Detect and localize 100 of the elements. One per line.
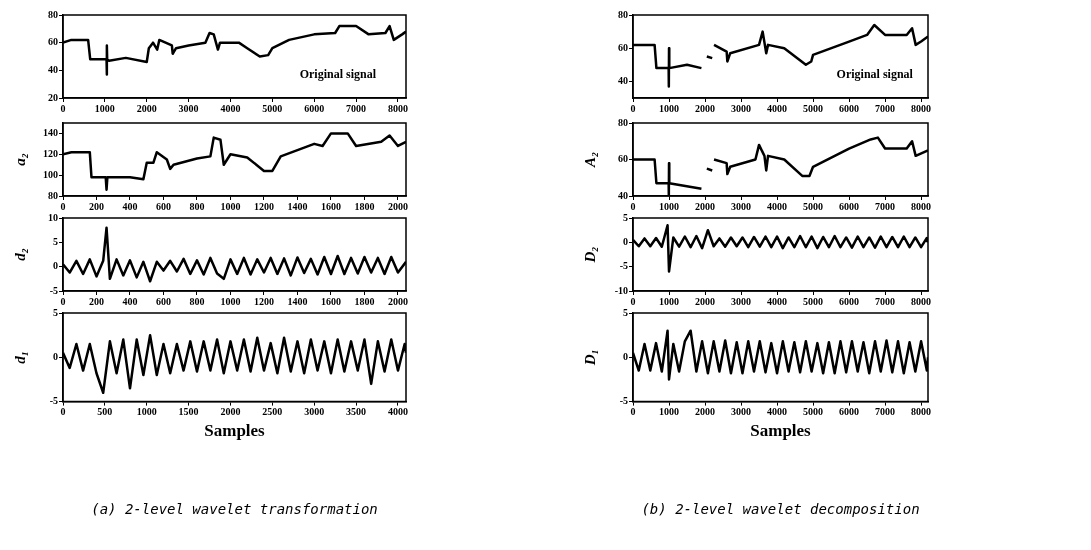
x-tick-label: 1500 xyxy=(178,406,199,418)
x-tick-label: 1000 xyxy=(659,406,680,418)
x-tick-label: 1000 xyxy=(136,406,157,418)
x-tick-label: 1000 xyxy=(659,102,680,114)
text: (a) 2-level wavelet transformation xyxy=(90,501,379,517)
x-tick-label: 4000 xyxy=(767,200,788,212)
x-tick-label: 8000 xyxy=(911,200,932,212)
x-tick-label: 7000 xyxy=(875,295,896,307)
x-axis-title: Samples xyxy=(750,421,812,441)
y-tick-label: 40 xyxy=(618,74,628,86)
y-tick-label: 20 xyxy=(48,91,58,103)
y-tick-label: 80 xyxy=(618,8,628,20)
x-tick-label: 8000 xyxy=(911,102,932,114)
x-tick-label: 1200 xyxy=(253,200,274,212)
x-tick-label: 6000 xyxy=(304,102,325,114)
x-axis-title: Samples xyxy=(204,421,266,441)
y-tick-label: 100 xyxy=(43,168,58,180)
x-tick-label: 3000 xyxy=(731,406,752,418)
y-axis-title: d₂ xyxy=(11,248,28,261)
x-tick-label: 2000 xyxy=(695,406,716,418)
x-tick-label: 1000 xyxy=(220,200,241,212)
x-tick-label: 400 xyxy=(122,200,138,212)
y-tick-label: -5 xyxy=(49,284,58,296)
y-tick-label: 40 xyxy=(618,189,628,201)
y-axis-title: D₂ xyxy=(581,246,598,264)
x-tick-label: 2000 xyxy=(136,102,157,114)
annotation: Original signal xyxy=(836,66,914,81)
x-tick-label: 8000 xyxy=(911,406,932,418)
x-tick-label: 8000 xyxy=(911,295,932,307)
y-tick-label: -5 xyxy=(49,395,58,407)
y-tick-label: 5 xyxy=(53,306,58,318)
y-tick-label: 40 xyxy=(48,63,58,75)
x-tick-label: 1800 xyxy=(354,295,375,307)
x-tick-label: 200 xyxy=(89,200,104,212)
x-tick-label: 8000 xyxy=(387,102,408,114)
x-tick-label: 3000 xyxy=(731,295,752,307)
x-tick-label: 6000 xyxy=(839,406,860,418)
y-tick-label: 5 xyxy=(53,235,58,247)
x-tick-label: 3000 xyxy=(731,200,752,212)
x-tick-label: 5000 xyxy=(262,102,283,114)
x-tick-label: 5000 xyxy=(803,102,824,114)
y-tick-label: 5 xyxy=(623,306,628,318)
x-tick-label: 2000 xyxy=(387,200,408,212)
x-tick-label: 1600 xyxy=(320,295,341,307)
x-tick-label: 800 xyxy=(189,200,205,212)
x-tick-label: 4000 xyxy=(387,406,408,418)
y-tick-label: 80 xyxy=(618,116,628,128)
y-tick-label: 80 xyxy=(48,189,58,201)
x-tick-label: 6000 xyxy=(839,102,860,114)
x-tick-label: 1000 xyxy=(659,295,680,307)
x-tick-label: 4000 xyxy=(220,102,241,114)
x-tick-label: 1800 xyxy=(354,200,375,212)
y-tick-label: 0 xyxy=(53,350,58,362)
x-tick-label: 600 xyxy=(155,200,171,212)
x-tick-label: 3000 xyxy=(178,102,199,114)
y-tick-label: -5 xyxy=(619,260,628,272)
y-tick-label: 60 xyxy=(618,41,628,53)
x-tick-label: 4000 xyxy=(767,406,788,418)
x-tick-label: 3000 xyxy=(731,102,752,114)
y-axis-title: a₂ xyxy=(11,153,28,166)
x-tick-label: 5000 xyxy=(803,406,824,418)
x-tick-label: 4000 xyxy=(767,295,788,307)
x-tick-label: 2000 xyxy=(387,295,408,307)
text: (b) 2-level wavelet decomposition xyxy=(640,501,921,517)
x-tick-label: 6000 xyxy=(839,200,860,212)
x-tick-label: 2500 xyxy=(262,406,283,418)
x-tick-label: 7000 xyxy=(875,200,896,212)
x-tick-label: 400 xyxy=(122,295,138,307)
x-tick-label: 800 xyxy=(189,295,205,307)
x-tick-label: 600 xyxy=(155,295,171,307)
x-tick-label: 3000 xyxy=(304,406,325,418)
y-tick-label: 10 xyxy=(48,211,58,223)
y-tick-label: -5 xyxy=(619,395,628,407)
x-tick-label: 1400 xyxy=(287,200,308,212)
x-tick-label: 2000 xyxy=(695,200,716,212)
y-axis-title: D₁ xyxy=(581,349,598,367)
x-tick-label: 7000 xyxy=(875,406,896,418)
x-tick-label: 1200 xyxy=(253,295,274,307)
x-tick-label: 1000 xyxy=(94,102,115,114)
x-tick-label: 2000 xyxy=(695,295,716,307)
y-tick-label: 0 xyxy=(623,235,628,247)
y-tick-label: 0 xyxy=(623,350,628,362)
y-tick-label: 120 xyxy=(43,147,58,159)
x-tick-label: 1600 xyxy=(320,200,341,212)
y-tick-label: -10 xyxy=(614,284,628,296)
x-tick-label: 6000 xyxy=(839,295,860,307)
x-tick-label: 500 xyxy=(97,406,113,418)
x-tick-label: 5000 xyxy=(803,200,824,212)
y-axis-title: A₂ xyxy=(581,151,598,169)
y-tick-label: 60 xyxy=(48,36,58,48)
x-tick-label: 1000 xyxy=(659,200,680,212)
y-axis-title: d₁ xyxy=(11,350,28,364)
y-tick-label: 0 xyxy=(53,260,58,272)
x-tick-label: 2000 xyxy=(695,102,716,114)
x-tick-label: 1400 xyxy=(287,295,308,307)
x-tick-label: 4000 xyxy=(767,102,788,114)
x-tick-label: 5000 xyxy=(803,295,824,307)
annotation: Original signal xyxy=(299,66,377,81)
y-tick-label: 80 xyxy=(48,8,58,20)
y-tick-label: 60 xyxy=(618,153,628,165)
